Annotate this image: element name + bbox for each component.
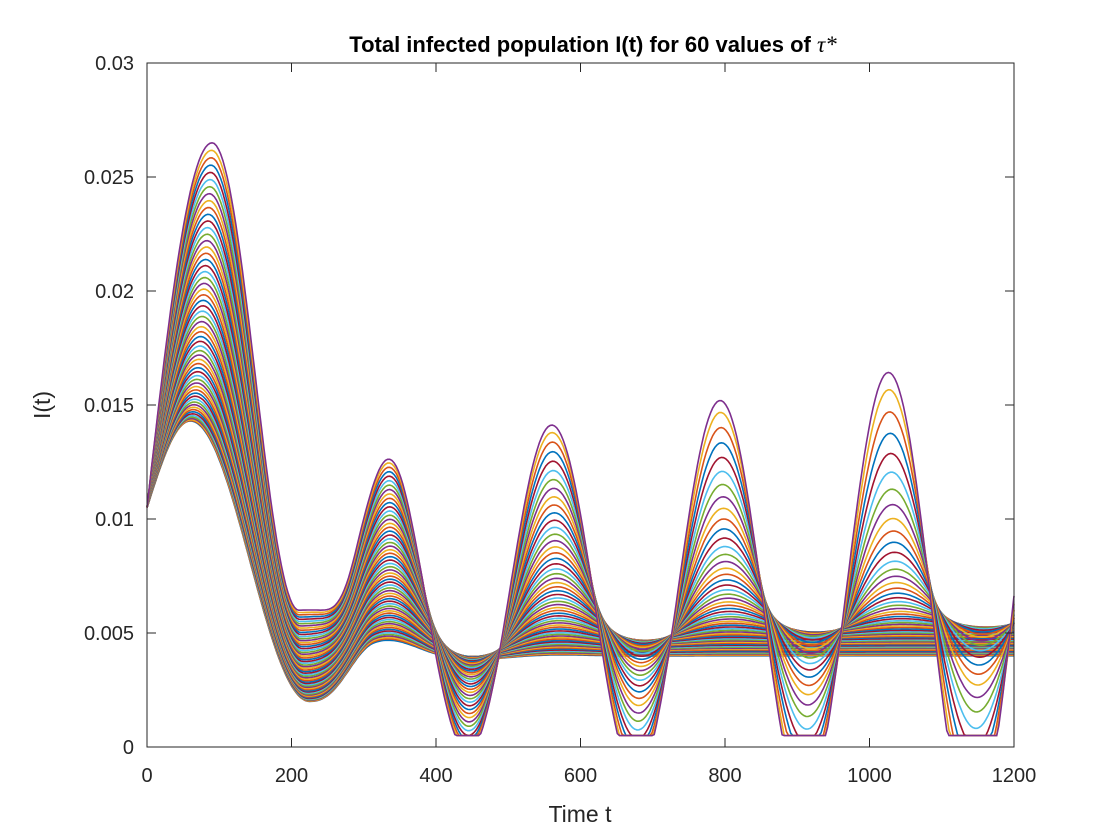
chart-title-symbol: τ*: [817, 32, 837, 57]
y-axis-label: I(t): [29, 391, 55, 419]
x-tick-label: 200: [275, 765, 308, 787]
x-tick-label: 400: [419, 765, 452, 787]
series-line: [146, 141, 1015, 737]
y-tick-label: 0: [123, 737, 134, 759]
x-tick-label: 1200: [992, 765, 1037, 787]
y-tick-label: 0.025: [84, 167, 134, 189]
y-tick-label: 0.03: [95, 53, 134, 75]
x-tick-label: 1000: [847, 765, 892, 787]
y-tick-label: 0.02: [95, 281, 134, 303]
series-line: [146, 178, 1015, 732]
chart-title: Total infected population I(t) for 60 va…: [349, 32, 837, 57]
chart-title-text: Total infected population I(t) for 60 va…: [349, 32, 817, 57]
data-lines: [146, 141, 1015, 737]
ticks: [146, 62, 1015, 748]
tick-labels: 0 200 400 600 800 1000 1200 0 0.005 0.01 0.015 0.02…: [84, 53, 1036, 787]
x-tick-label: 0: [141, 765, 152, 787]
y-tick-label: 0.015: [84, 395, 134, 417]
x-tick-label: 800: [708, 765, 741, 787]
y-tick-label: 0.005: [84, 623, 134, 645]
x-axis-label: Time t: [548, 801, 612, 827]
y-tick-label: 0.01: [95, 509, 134, 531]
x-tick-label: 600: [564, 765, 597, 787]
